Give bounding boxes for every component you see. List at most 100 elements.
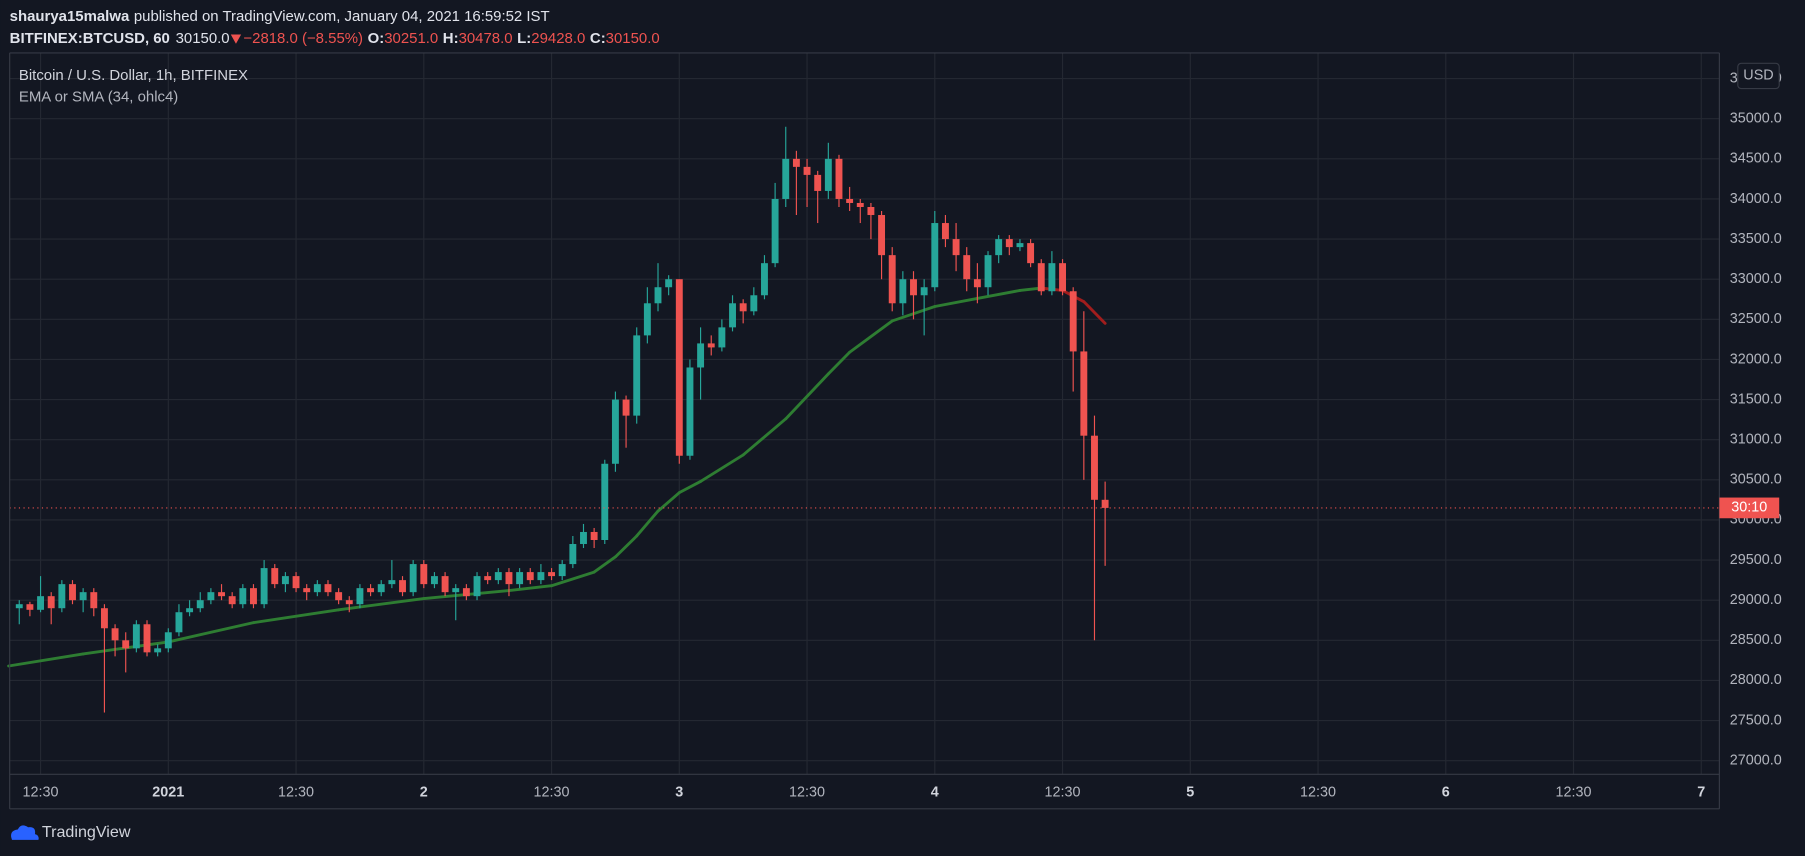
candle-body xyxy=(633,335,641,416)
y-tick-label: 31500.0 xyxy=(1730,391,1782,407)
candle-body xyxy=(867,206,875,216)
x-tick-label: 12:30 xyxy=(1556,785,1592,801)
candle-body xyxy=(601,463,609,541)
candle-body xyxy=(207,592,215,601)
candle-body xyxy=(111,628,119,641)
currency-badge[interactable] xyxy=(1737,62,1780,90)
ema-segment xyxy=(7,652,85,668)
candle-body xyxy=(462,588,470,597)
y-tick-label: 34000.0 xyxy=(1730,191,1782,207)
header-c: 30150.0 xyxy=(606,30,660,47)
candle-body xyxy=(47,596,55,609)
candle-body xyxy=(814,174,822,191)
indicator-legend: EMA or SMA (34, ohlc4) xyxy=(19,89,178,106)
candle-body xyxy=(239,588,247,605)
header-c-label: C: xyxy=(590,30,606,47)
candle-body xyxy=(654,287,662,304)
candle-body xyxy=(345,600,353,605)
candle-body xyxy=(1037,263,1045,292)
candle-body xyxy=(303,588,311,593)
candle-body xyxy=(622,399,630,416)
header-l-label: L: xyxy=(517,30,531,47)
ema-segment xyxy=(848,319,894,354)
brand-logo xyxy=(11,825,39,840)
candle-body xyxy=(803,166,811,175)
header-o-label: O: xyxy=(368,30,385,47)
candle-body xyxy=(761,263,768,296)
candle-body xyxy=(324,584,332,593)
y-tick-label: 30500.0 xyxy=(1730,472,1782,488)
ema-segment xyxy=(699,453,745,483)
candle-body xyxy=(888,255,896,304)
candle-body xyxy=(271,568,279,585)
candle-body xyxy=(281,576,289,585)
candle-body xyxy=(79,592,87,601)
candle-body xyxy=(154,648,162,653)
candle-body xyxy=(963,255,971,280)
candle-body xyxy=(643,303,651,336)
axes: 12:30 2021 12:30 2 12:30 3 12:30 4 12:30 5 12:30 6 1… xyxy=(23,70,1782,800)
y-tick-label: 32500.0 xyxy=(1730,311,1782,327)
header-o: 30251.0 xyxy=(384,30,438,47)
price-tag xyxy=(1719,497,1780,519)
candle-body xyxy=(143,624,151,653)
candle-body xyxy=(441,576,449,593)
ema-segment xyxy=(613,534,639,559)
header-h: 30478.0 xyxy=(459,30,513,47)
candle-body xyxy=(1091,435,1098,500)
plot xyxy=(7,126,1720,713)
candle-body xyxy=(399,580,406,593)
candle-body xyxy=(718,327,726,348)
candle-body xyxy=(452,588,460,593)
ema-segment xyxy=(337,597,426,612)
y-tick-label: 35000.0 xyxy=(1730,111,1782,127)
ema-segment xyxy=(826,350,852,376)
header-last: 30150.0 xyxy=(176,30,230,47)
candle-body xyxy=(675,279,683,456)
candle-body xyxy=(782,158,790,199)
candle-body xyxy=(90,592,98,609)
candle-body xyxy=(899,279,907,304)
candle-body xyxy=(122,640,130,649)
candle-body xyxy=(100,608,108,629)
candle-body xyxy=(665,279,673,288)
chart-title: Bitcoin / U.S. Dollar, 1h, BITFINEX xyxy=(19,67,248,84)
y-tick-label: 34500.0 xyxy=(1730,151,1782,167)
candle-body xyxy=(931,223,939,288)
ema-segment xyxy=(592,555,617,574)
candle-body xyxy=(26,604,34,610)
candle-body xyxy=(846,198,854,203)
x-tick-label: 12:30 xyxy=(1045,785,1081,801)
candle-body xyxy=(1027,243,1035,264)
header: shaurya15malwa published on TradingView.c… xyxy=(10,8,660,47)
ema-segment xyxy=(252,608,341,625)
brand-name: TradingView xyxy=(42,823,131,841)
candle-body xyxy=(473,576,481,597)
candle-body xyxy=(58,584,66,609)
x-tick-label: 6 xyxy=(1442,785,1450,801)
candle-body xyxy=(164,632,172,649)
candle-body xyxy=(739,303,747,312)
candle-body xyxy=(388,580,396,585)
candle-body xyxy=(835,158,843,199)
ema-segment xyxy=(933,297,979,308)
header-l: 29428.0 xyxy=(531,30,585,47)
ema-segment xyxy=(975,289,1022,300)
candle-body xyxy=(537,572,545,581)
x-tick-label: 12:30 xyxy=(23,785,59,801)
candle-body xyxy=(1059,263,1066,292)
candle-body xyxy=(175,612,183,633)
y-tick-label: 29500.0 xyxy=(1730,552,1782,568)
candle-body xyxy=(69,584,76,601)
candle-body xyxy=(367,588,375,593)
ema-segment xyxy=(677,479,703,495)
x-tick-label: 12:30 xyxy=(789,785,825,801)
x-tick-label: 7 xyxy=(1697,785,1705,801)
candle-body xyxy=(910,279,917,296)
ema-segment xyxy=(635,509,660,538)
y-tick-label: 27000.0 xyxy=(1730,752,1782,768)
ema-segment xyxy=(550,570,596,588)
y-tick-label: 33500.0 xyxy=(1730,231,1782,247)
ema-segment xyxy=(1082,300,1107,325)
ema-segment xyxy=(507,584,553,592)
